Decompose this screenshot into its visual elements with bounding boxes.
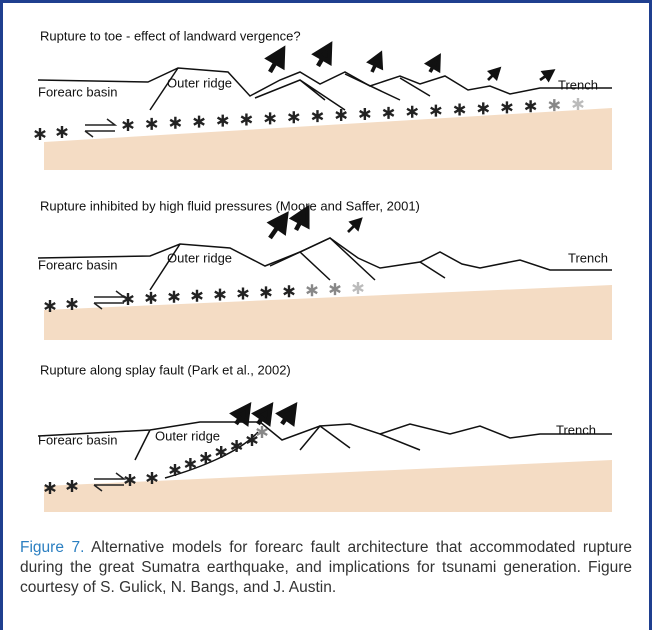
wedges xyxy=(44,108,612,512)
plate xyxy=(44,108,612,170)
asterisk xyxy=(44,300,56,312)
faults xyxy=(134,424,421,479)
asterisk xyxy=(382,106,395,119)
asterisk xyxy=(215,446,227,458)
asterisk xyxy=(256,426,268,438)
asterisk xyxy=(124,474,136,486)
asterisk xyxy=(168,290,180,303)
caption: Figure 7. Alternative models for forearc… xyxy=(20,538,632,598)
asterisk xyxy=(200,452,212,464)
label: Trench xyxy=(568,250,608,265)
asterisk xyxy=(306,284,318,297)
label: Outer ridge xyxy=(167,250,232,265)
asterisk xyxy=(283,285,295,298)
asterisk xyxy=(169,116,182,129)
asterisk xyxy=(193,115,205,128)
asterisk xyxy=(145,291,157,304)
arrow xyxy=(264,45,286,74)
asterisk xyxy=(34,128,46,140)
slip-symbol xyxy=(93,290,127,310)
label: Forearc basin xyxy=(38,432,117,447)
asterisk xyxy=(352,282,364,294)
slip-symbol xyxy=(84,118,118,138)
asterisk xyxy=(191,289,203,302)
asterisk xyxy=(359,107,371,120)
asterisk xyxy=(329,283,341,296)
asterisk xyxy=(230,440,243,452)
panel-title: Rupture inhibited by high fluid pressure… xyxy=(40,198,420,213)
asterisk xyxy=(216,114,229,127)
surfaces xyxy=(37,67,612,479)
asterisk xyxy=(237,287,249,300)
asterisk xyxy=(66,480,78,492)
asterisk xyxy=(146,472,158,484)
panel-title: Rupture to toe - effect of landward verg… xyxy=(40,28,301,43)
caption-label: Figure 7. xyxy=(20,539,85,556)
seafloor xyxy=(37,67,612,97)
asterisk xyxy=(260,286,272,299)
arrow xyxy=(423,53,441,74)
label: Outer ridge xyxy=(167,75,232,90)
plate xyxy=(44,460,612,512)
asterisk xyxy=(264,112,276,125)
asterisk xyxy=(406,105,419,118)
asterisk xyxy=(335,109,347,122)
asterisk xyxy=(548,99,561,112)
label: Outer ridge xyxy=(155,428,220,443)
asterisk xyxy=(501,101,513,114)
arrow xyxy=(266,211,289,240)
asterisk xyxy=(122,119,134,131)
arrow xyxy=(275,402,298,427)
arrow xyxy=(487,66,502,81)
arrow xyxy=(366,50,384,73)
arrow xyxy=(347,217,363,233)
asterisk xyxy=(453,103,466,116)
asterisk xyxy=(430,104,442,117)
asterisk xyxy=(287,111,300,124)
arrow xyxy=(311,41,333,68)
faults xyxy=(149,67,431,111)
arrow xyxy=(229,402,252,427)
label: Trench xyxy=(556,422,596,437)
asterisk xyxy=(477,102,490,115)
faults xyxy=(149,237,446,291)
label: Trench xyxy=(558,77,598,92)
slip-symbol xyxy=(93,472,127,492)
asterisk xyxy=(246,434,258,446)
asterisk xyxy=(44,482,56,494)
seafloor xyxy=(37,237,612,271)
asterisk xyxy=(169,464,181,476)
asterisk xyxy=(311,110,324,123)
asterisk xyxy=(145,117,158,130)
arrow xyxy=(539,69,556,83)
label: Forearc basin xyxy=(38,257,117,272)
asterisk xyxy=(184,458,197,470)
asterisk xyxy=(214,288,226,301)
asterisk xyxy=(122,293,134,305)
panel-title: Rupture along splay fault (Park et al., … xyxy=(40,362,291,377)
label: Forearc basin xyxy=(38,84,117,99)
asterisk xyxy=(572,98,584,110)
asterisk xyxy=(56,126,68,138)
figure: Rupture to toe - effect of landward verg… xyxy=(34,28,612,512)
arrow xyxy=(251,402,274,427)
plate xyxy=(44,285,612,340)
caption-text: Alternative models for forearc fault arc… xyxy=(20,539,632,596)
seafloor xyxy=(37,421,612,441)
asterisk xyxy=(524,100,537,113)
asterisk xyxy=(240,113,253,126)
arrow xyxy=(288,204,310,232)
asterisk xyxy=(66,298,78,310)
